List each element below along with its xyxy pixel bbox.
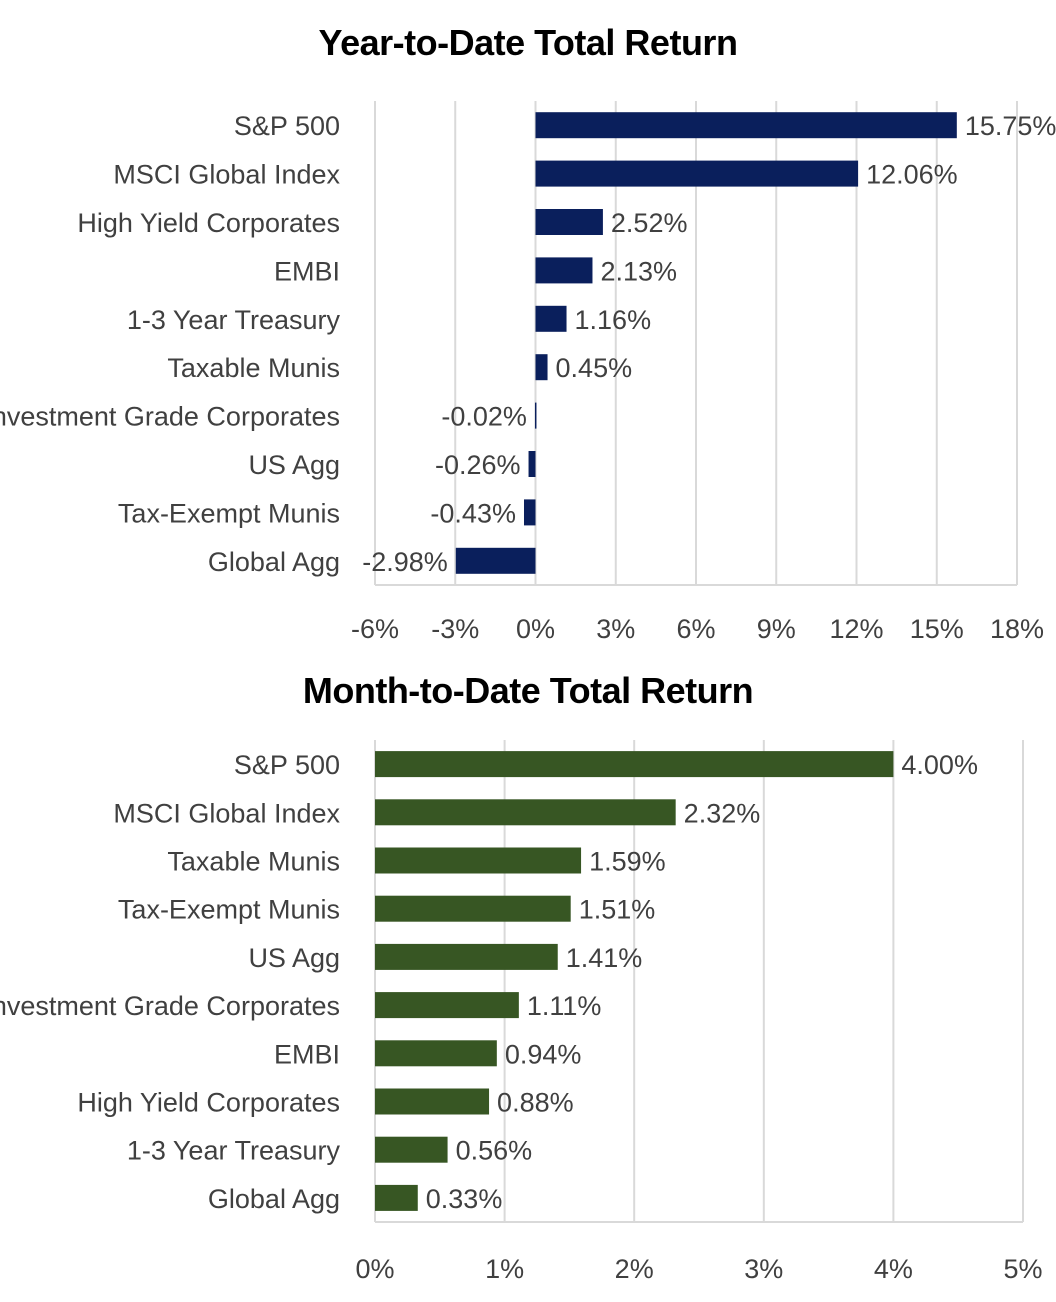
mtd-value-label: 0.88% [497, 1088, 574, 1118]
ytd-bar [535, 257, 593, 284]
mtd-category-label: Global Agg [208, 1184, 340, 1214]
mtd-value-label: 0.33% [426, 1184, 503, 1214]
mtd-x-tick-label: 2% [615, 1254, 654, 1284]
ytd-category-label: 1-3 Year Treasury [127, 305, 341, 335]
ytd-value-label: 12.06% [866, 160, 958, 190]
ytd-x-tick-label: 9% [757, 614, 796, 644]
ytd-bar [535, 209, 603, 235]
ytd-x-tick-label: -3% [431, 614, 479, 644]
ytd-value-label: 2.13% [600, 256, 677, 286]
ytd-chart-plot: -6% -3% 0% 3% 6% 9% 12% 15% 18% S&P 500 15.75% MSCI… [0, 101, 1056, 644]
ytd-category-label: EMBI [274, 256, 340, 286]
ytd-x-tick-label: 12% [829, 614, 883, 644]
ytd-category-label: US Agg [248, 450, 340, 480]
mtd-value-label: 0.94% [505, 1039, 582, 1069]
ytd-value-label: 15.75% [965, 111, 1056, 141]
mtd-x-tick-label: 0% [355, 1254, 394, 1284]
mtd-chart-plot: 0% 1% 2% 3% 4% 5% S&P 500 4.00% MSCI Global Inde… [0, 740, 1043, 1284]
mtd-value-label: 1.59% [589, 847, 666, 877]
mtd-chart: Month-to-Date Total Return 0% 1% 2% 3% 4% 5% S… [0, 650, 1056, 1302]
ytd-bar [523, 499, 536, 526]
ytd-x-tick-label: 3% [596, 614, 635, 644]
mtd-value-label: 1.51% [579, 895, 656, 925]
ytd-x-tick-label: -6% [351, 614, 399, 644]
ytd-value-label: 2.52% [611, 208, 688, 238]
mtd-bar [375, 799, 676, 826]
mtd-x-tick-label: 5% [1003, 1254, 1042, 1284]
mtd-x-tick-label: 4% [874, 1254, 913, 1284]
ytd-x-tick-label: 18% [990, 614, 1044, 644]
mtd-bar [375, 992, 519, 1019]
mtd-bar [375, 1136, 448, 1163]
ytd-bar [535, 305, 567, 332]
mtd-category-label: 1-3 Year Treasury [127, 1136, 341, 1166]
ytd-bar [535, 354, 548, 381]
ytd-value-label: 0.45% [556, 353, 633, 383]
ytd-category-label: Taxable Munis [167, 353, 340, 383]
ytd-value-label: -0.02% [441, 402, 527, 432]
ytd-chart: Year-to-Date Total Return -6% -3% 0% 3% 6% 9%… [0, 0, 1056, 650]
mtd-bar [375, 847, 582, 874]
ytd-x-tick-label: 6% [676, 614, 715, 644]
ytd-category-label: Investment Grade Corporates [0, 402, 340, 432]
mtd-value-label: 2.32% [684, 798, 761, 828]
mtd-bar [375, 1088, 490, 1115]
ytd-bar [455, 547, 536, 574]
mtd-bar [375, 943, 558, 970]
mtd-category-label: MSCI Global Index [113, 798, 340, 828]
mtd-bar [375, 751, 894, 778]
mtd-value-label: 1.41% [566, 943, 643, 973]
mtd-bar [375, 1040, 497, 1067]
ytd-x-tick-label: 15% [910, 614, 964, 644]
mtd-value-label: 0.56% [456, 1136, 533, 1166]
ytd-category-label: MSCI Global Index [113, 160, 340, 190]
mtd-bar [375, 1184, 418, 1211]
mtd-x-tick-label: 1% [485, 1254, 524, 1284]
mtd-category-label: EMBI [274, 1039, 340, 1069]
mtd-category-label: Investment Grade Corporates [0, 991, 340, 1021]
mtd-chart-title: Month-to-Date Total Return [302, 670, 754, 711]
ytd-value-label: -0.43% [430, 498, 516, 528]
ytd-category-label: Tax-Exempt Munis [118, 498, 340, 528]
ytd-bar [528, 451, 536, 477]
mtd-category-label: US Agg [248, 943, 340, 973]
ytd-value-label: -2.98% [362, 547, 448, 577]
ytd-x-tick-label: 0% [516, 614, 555, 644]
ytd-value-label: -0.26% [435, 450, 521, 480]
ytd-bar [535, 112, 957, 139]
mtd-category-label: Taxable Munis [167, 847, 340, 877]
mtd-category-label: S&P 500 [234, 750, 340, 780]
ytd-bar [535, 160, 859, 187]
ytd-value-label: 1.16% [575, 305, 652, 335]
mtd-category-label: High Yield Corporates [77, 1088, 340, 1118]
mtd-value-label: 4.00% [901, 750, 978, 780]
mtd-category-label: Tax-Exempt Munis [118, 895, 340, 925]
ytd-chart-title: Year-to-Date Total Return [318, 22, 738, 63]
mtd-bar [375, 895, 571, 922]
mtd-value-label: 1.11% [527, 991, 602, 1021]
mtd-x-tick-label: 3% [744, 1254, 783, 1284]
ytd-bar [534, 402, 537, 429]
ytd-category-label: S&P 500 [234, 111, 340, 141]
ytd-category-label: Global Agg [208, 547, 340, 577]
ytd-category-label: High Yield Corporates [77, 208, 340, 238]
